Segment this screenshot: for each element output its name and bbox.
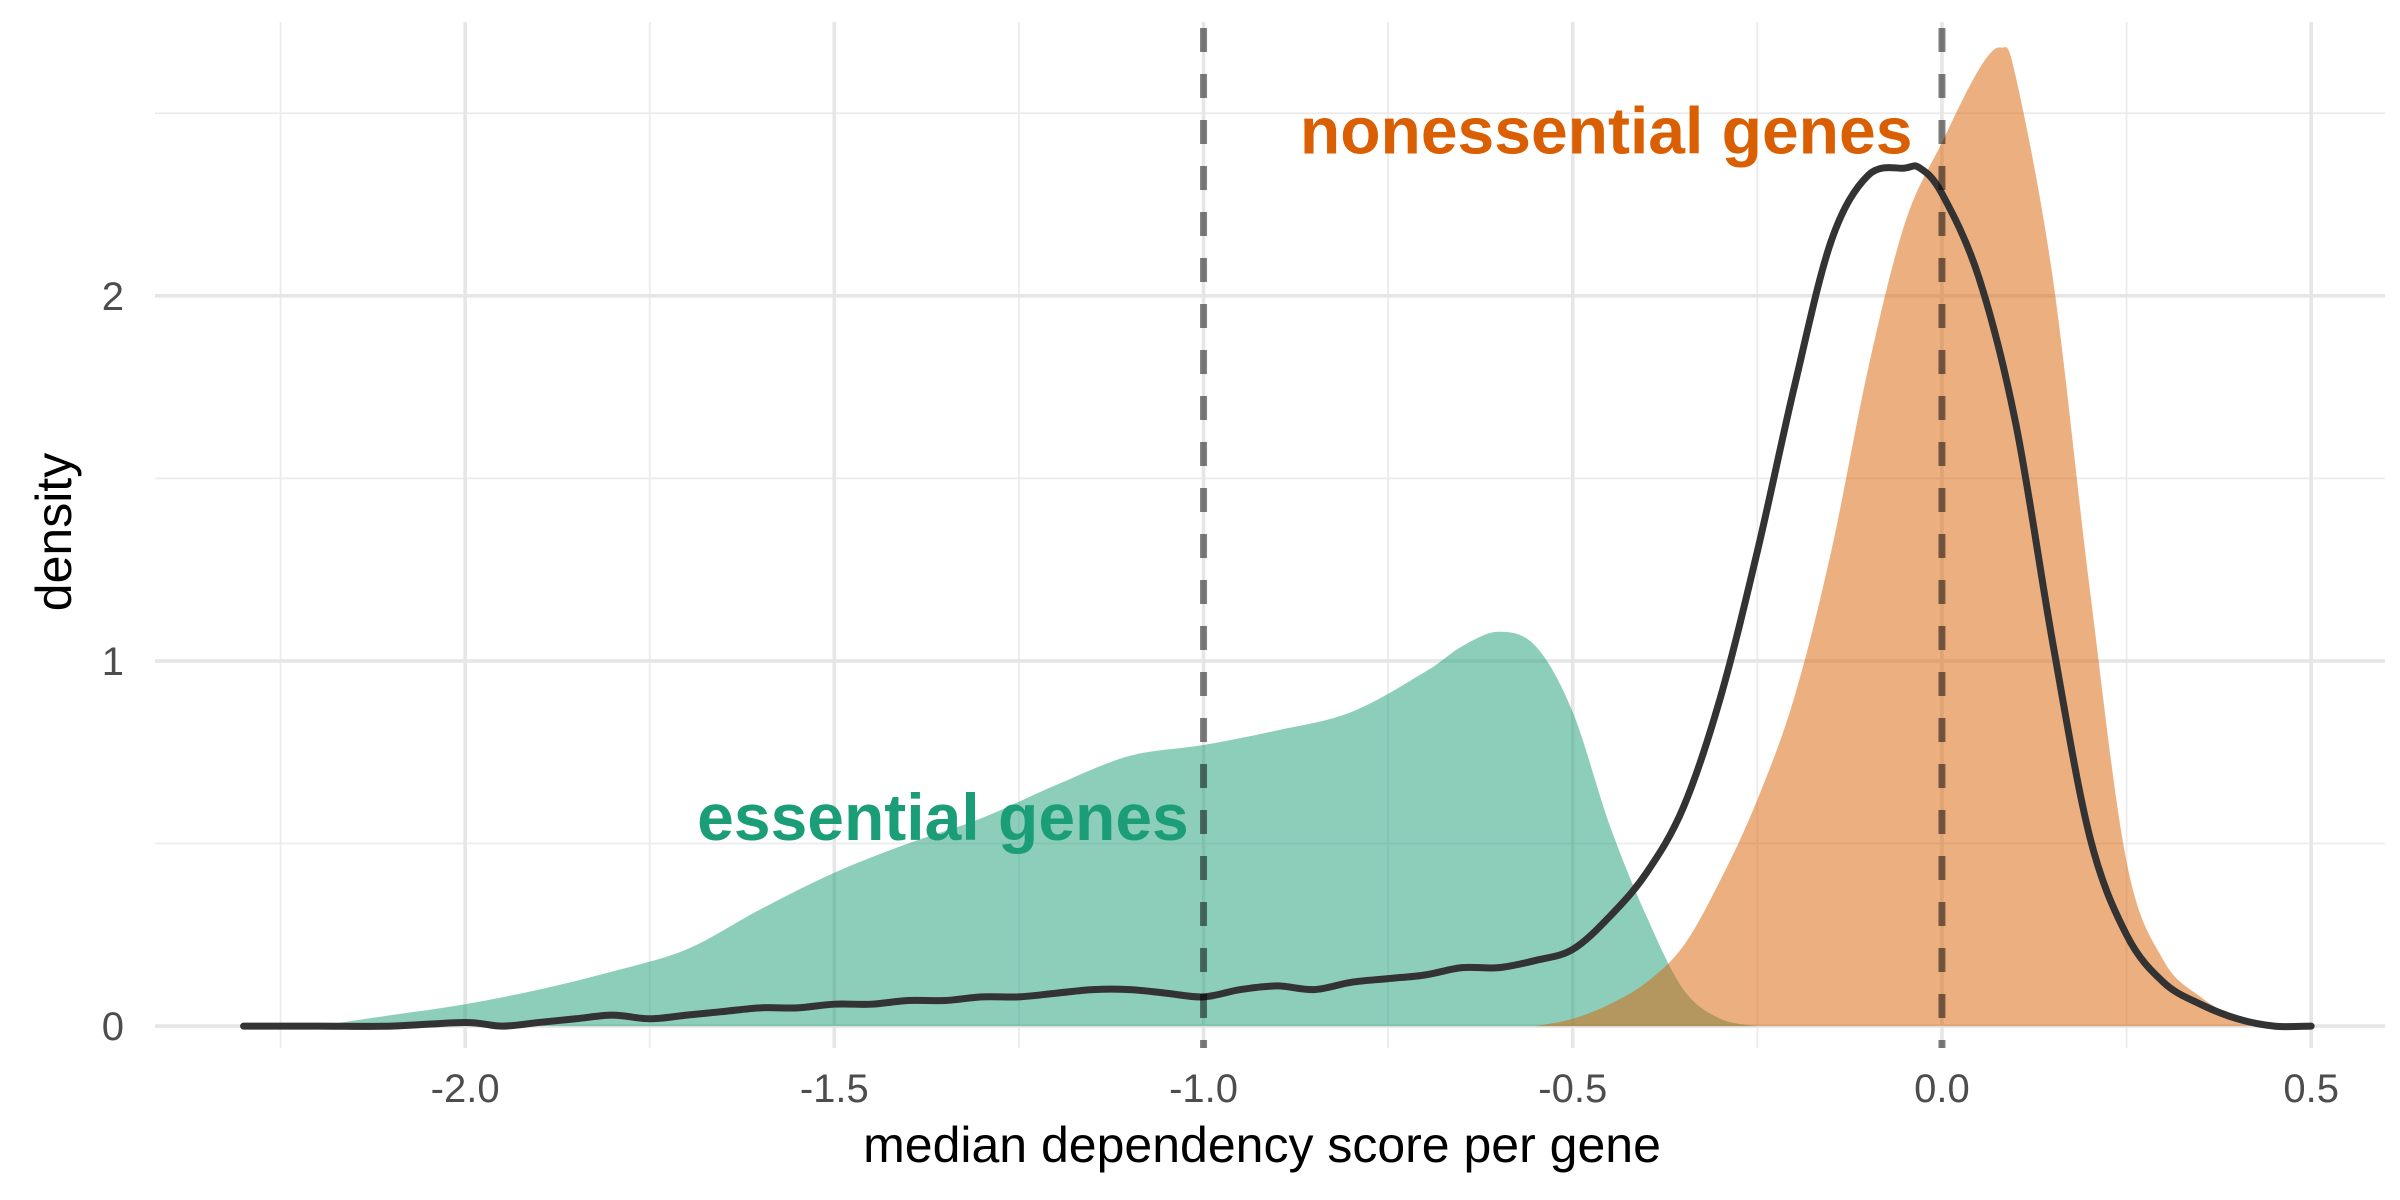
reference-line-layer (1200, 28, 1946, 1048)
y-tick-label: 0 (102, 1005, 124, 1049)
x-tick-label: 0.0 (1914, 1067, 1970, 1111)
density-area-layer (317, 47, 2253, 1027)
density-area-series-1 (1535, 47, 2253, 1027)
x-tick-label: -1.5 (800, 1067, 869, 1111)
annotation-label: essential genes (697, 780, 1189, 854)
annotation-layer: essential genes nonessential genes (697, 94, 1912, 854)
x-tick-label: -2.0 (431, 1067, 500, 1111)
y-tick-label: 2 (102, 275, 124, 319)
y-tick-label: 1 (102, 640, 124, 684)
tick-label-layer: -2.0 -1.5 -1.0 -0.5 0.0 0.5 0 1 2 (102, 275, 2339, 1111)
annotation-label: nonessential genes (1300, 94, 1913, 168)
x-tick-label: -0.5 (1538, 1067, 1607, 1111)
y-axis-title: density (26, 453, 82, 611)
x-tick-label: -1.0 (1169, 1067, 1238, 1111)
x-axis-title: median dependency score per gene (863, 1117, 1661, 1173)
density-line-series-2 (240, 162, 2315, 1031)
x-tick-label: 0.5 (2283, 1067, 2339, 1111)
density-line-layer (240, 162, 2315, 1031)
density-area-series-0 (317, 631, 1758, 1027)
